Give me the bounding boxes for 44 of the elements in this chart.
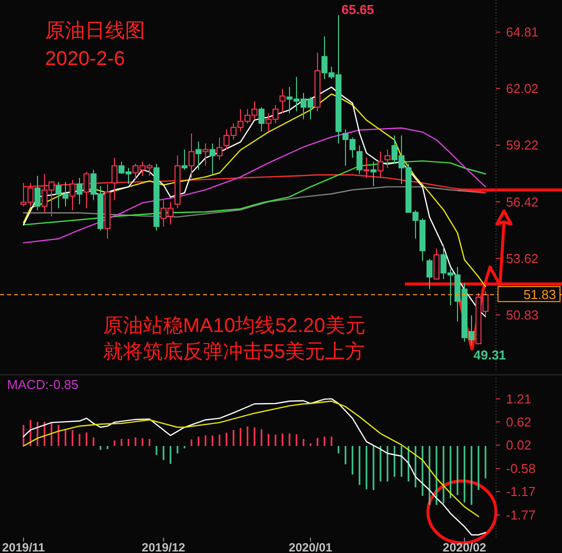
candlestick [378, 151, 384, 178]
line-series [22, 93, 486, 288]
annotation: 就将筑底反弹冲击55美元上方 [103, 340, 366, 363]
candlestick [196, 141, 202, 170]
candlestick [210, 143, 216, 174]
line-series [22, 400, 480, 518]
annotation: 原油站稳MA10均线52.20美元 [103, 314, 366, 337]
y-tick-label: 64.81 [506, 24, 539, 40]
annotation: 49.31 [474, 348, 506, 363]
candlestick [384, 149, 390, 168]
y-tick-label: 1.21 [506, 391, 532, 406]
candlestick [202, 143, 208, 166]
x-tick-label: 2019/12 [142, 540, 186, 553]
annotation: 65.65 [342, 2, 374, 18]
candlestick [280, 88, 286, 114]
candlestick [174, 155, 180, 209]
y-tick-label: 59.22 [506, 138, 539, 153]
y-tick-label: 0.02 [506, 438, 532, 453]
candlestick [104, 183, 110, 240]
y-tick-label: 0.62 [506, 414, 532, 430]
y-tick-label: 56.42 [506, 194, 539, 210]
y-tick-label: 62.02 [506, 81, 539, 96]
y-tick-label: -1.17 [506, 484, 536, 500]
candlestick [364, 157, 370, 178]
text: 2020-2-6 [45, 48, 126, 70]
y-tick-label: 53.62 [506, 250, 539, 266]
line-series [22, 174, 486, 194]
x-tick-label: 2019/11 [2, 540, 46, 553]
chart-title: MACD:-0.85 [7, 376, 79, 392]
text: 原油日线图 [45, 20, 145, 42]
line-series [22, 127, 486, 244]
candlestick [112, 157, 118, 201]
ref-line-label: 51.83 [523, 287, 556, 302]
candlestick [34, 175, 40, 211]
line-series [22, 398, 486, 536]
candlestick [370, 161, 376, 187]
y-tick-label: 50.83 [506, 307, 539, 322]
candlestick [76, 177, 82, 205]
y-tick-label: -0.58 [506, 461, 536, 476]
line-series [22, 186, 486, 218]
x-tick-label: 2020/01 [288, 540, 333, 553]
y-tick-label: -1.77 [506, 507, 536, 522]
candlestick [188, 132, 194, 178]
x-tick-label: 2020/02 [442, 540, 487, 553]
